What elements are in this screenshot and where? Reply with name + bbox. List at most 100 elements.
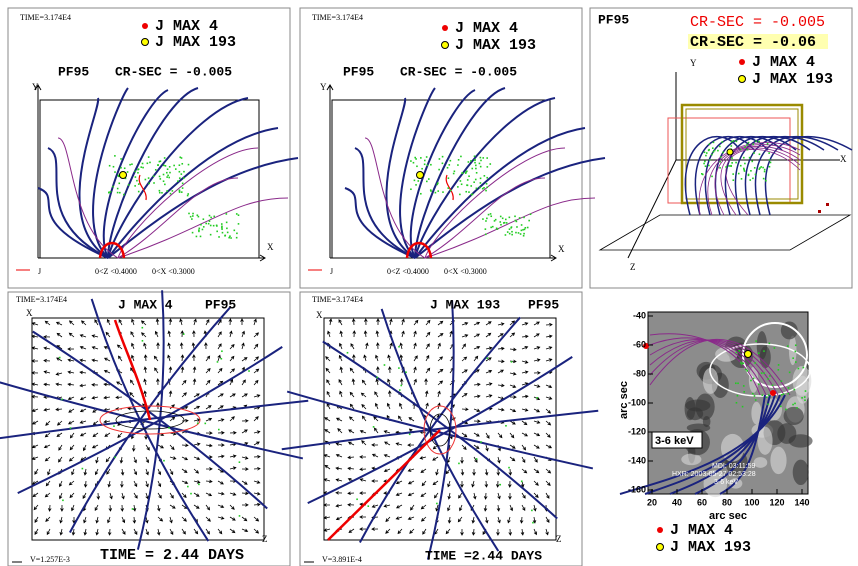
green-dot (754, 167, 756, 169)
green-dot (142, 327, 144, 329)
vector (254, 357, 258, 361)
green-dot (192, 232, 194, 234)
green-dot (188, 164, 190, 166)
vector (204, 343, 207, 349)
axis-label: X (840, 154, 847, 164)
green-dot (161, 192, 163, 194)
vector (498, 347, 504, 350)
green-dot (182, 183, 184, 185)
vector (33, 421, 38, 424)
vector (144, 367, 147, 373)
green-dot (794, 403, 796, 405)
vector (498, 360, 504, 363)
vector (194, 319, 197, 325)
vector (218, 529, 222, 534)
green-dot (740, 362, 742, 364)
vector (349, 529, 354, 532)
vector (121, 469, 124, 475)
legend-dot (739, 59, 745, 65)
vector (438, 381, 442, 385)
vector (182, 481, 188, 484)
vector (414, 343, 417, 349)
vector (131, 319, 134, 325)
vector (522, 371, 528, 374)
vector (510, 505, 513, 511)
vector (462, 370, 467, 373)
axis (628, 160, 676, 258)
vector (218, 419, 224, 422)
vector (409, 493, 414, 496)
vector (82, 321, 86, 325)
vector (534, 493, 538, 497)
green-dot (145, 179, 147, 181)
vector (486, 347, 492, 350)
vector (254, 333, 258, 337)
vector (132, 445, 135, 451)
vector (32, 383, 38, 386)
vector (206, 529, 209, 534)
vector (372, 444, 378, 447)
vector (59, 445, 62, 450)
vector (35, 529, 38, 534)
green-dot (134, 171, 136, 173)
green-dot (414, 180, 416, 182)
time-footer: TIME =2.44 DAYS (425, 548, 542, 563)
green-dot (457, 164, 459, 166)
vector (546, 385, 552, 388)
vector (181, 355, 184, 361)
y-tick-label: -80 (633, 368, 646, 378)
green-dot (179, 171, 181, 173)
green-dot (701, 173, 703, 175)
green-dot (485, 220, 487, 222)
vector (546, 323, 552, 326)
vector (462, 322, 468, 325)
green-dot (480, 166, 482, 168)
green-dot (468, 191, 470, 193)
green-dot (234, 230, 236, 232)
vector (364, 331, 367, 337)
green-dot (704, 161, 706, 163)
green-dot (514, 216, 516, 218)
vector (426, 368, 430, 373)
vector (104, 420, 110, 423)
green-dot (200, 236, 202, 238)
axis-title: arc sec (618, 381, 630, 419)
green-dot (532, 522, 534, 524)
vector (218, 455, 224, 458)
green-dot (511, 361, 513, 363)
green-dot (414, 157, 416, 159)
green-dot (798, 368, 800, 370)
vector (60, 529, 63, 535)
vector (522, 361, 528, 364)
vector (388, 355, 391, 361)
vector (119, 320, 122, 325)
vector (44, 335, 50, 338)
magnetogram-feature (770, 447, 786, 474)
vector (72, 469, 75, 475)
vector (134, 529, 137, 534)
vector (32, 457, 38, 460)
vector (522, 323, 528, 326)
green-dot (722, 152, 724, 154)
green-dot (748, 142, 750, 144)
vector (133, 505, 136, 511)
green-dot (168, 177, 170, 179)
vector (80, 335, 86, 338)
green-dot (413, 162, 415, 164)
green-dot (511, 231, 513, 233)
vector (44, 408, 50, 411)
legend-dot (657, 527, 663, 533)
green-dot (735, 352, 737, 354)
vector (69, 481, 74, 485)
vector (45, 493, 50, 497)
mdi-time: MDI: 03:11:59 (712, 463, 756, 470)
vector (158, 469, 161, 474)
green-dot (750, 380, 752, 382)
green-dot (210, 234, 212, 236)
green-dot (713, 151, 715, 153)
green-dot (705, 165, 707, 167)
vector (498, 433, 502, 438)
vector (397, 505, 402, 508)
green-dot (229, 235, 231, 237)
green-dot (730, 165, 732, 167)
